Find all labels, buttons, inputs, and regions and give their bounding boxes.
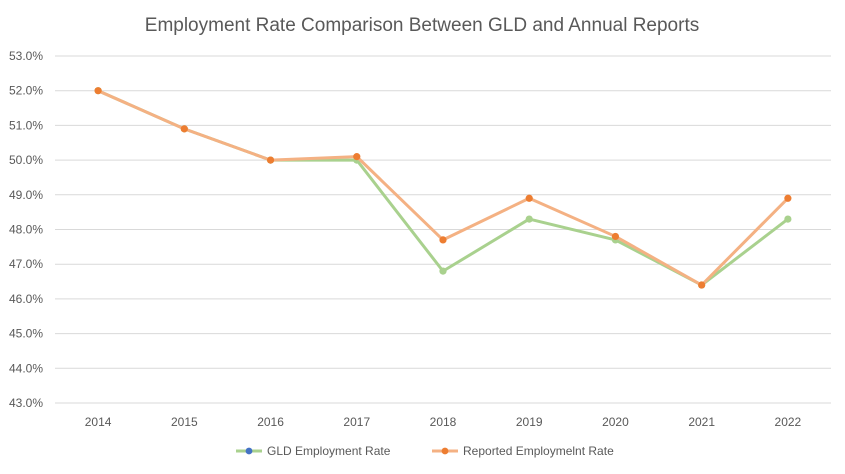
data-point	[180, 125, 188, 133]
x-tick-label: 2017	[343, 415, 370, 429]
data-point	[525, 215, 533, 223]
series-2	[94, 87, 792, 289]
data-point	[266, 156, 275, 164]
x-tick-label: 2019	[516, 415, 543, 429]
x-tick-label: 2021	[688, 415, 715, 429]
y-tick-label: 46.0%	[9, 292, 43, 306]
series-line	[96, 89, 790, 287]
y-axis-labels: 43.0% 44.0% 45.0% 46.0% 47.0% 48.0% 49.0% 50.0%…	[9, 49, 43, 410]
x-tick-label: 2018	[430, 415, 457, 429]
series-layer	[94, 87, 792, 289]
legend-item: Reported Employmelnt Rate	[432, 444, 614, 458]
y-tick-label: 48.0%	[9, 223, 43, 237]
data-point	[698, 281, 706, 289]
y-tick-label: 47.0%	[9, 257, 43, 271]
chart-title: Employment Rate Comparison Between GLD a…	[145, 15, 699, 36]
legend-label: Reported Employmelnt Rate	[463, 444, 614, 458]
data-point	[525, 194, 533, 202]
data-point	[439, 236, 447, 244]
data-point	[611, 232, 620, 241]
legend-marker	[245, 447, 253, 455]
legend: GLD Employment Rate Reported Employmelnt …	[236, 444, 614, 458]
gridlines	[55, 55, 831, 404]
legend-label: GLD Employment Rate	[267, 444, 391, 458]
x-tick-label: 2022	[775, 415, 802, 429]
y-tick-label: 51.0%	[9, 118, 43, 132]
x-tick-label: 2020	[602, 415, 629, 429]
y-tick-label: 53.0%	[9, 49, 43, 63]
data-point	[439, 267, 447, 275]
y-tick-label: 49.0%	[9, 188, 43, 202]
legend-item: GLD Employment Rate	[236, 444, 391, 458]
series-1	[94, 87, 792, 289]
x-tick-label: 2016	[257, 415, 284, 429]
data-point	[784, 194, 792, 202]
x-tick-label: 2015	[171, 415, 198, 429]
x-tick-label: 2014	[85, 415, 112, 429]
y-tick-label: 50.0%	[9, 153, 43, 167]
y-tick-label: 44.0%	[9, 361, 43, 375]
data-point	[784, 215, 792, 223]
series-line	[96, 89, 790, 287]
legend-marker	[441, 447, 449, 455]
y-tick-label: 52.0%	[9, 84, 43, 98]
data-point	[353, 153, 361, 161]
y-tick-label: 45.0%	[9, 327, 43, 341]
x-axis-labels: 2014 2015 2016 2017 2018 2019 2020 2021 2022	[85, 415, 802, 429]
y-tick-label: 43.0%	[9, 396, 43, 410]
data-point	[94, 87, 102, 95]
